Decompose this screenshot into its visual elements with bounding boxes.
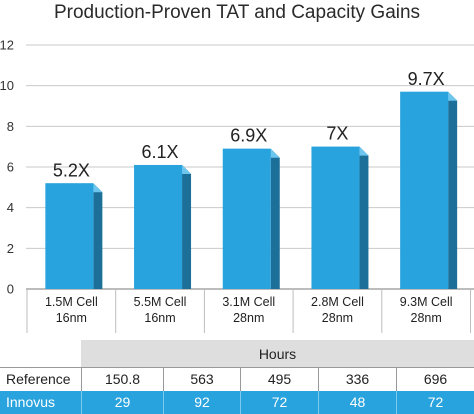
y-tick-label: 4: [7, 200, 14, 215]
category-label: 9.3M Cell: [400, 295, 453, 309]
category-label: 16nm: [144, 311, 175, 325]
chart-title: Production-Proven TAT and Capacity Gains: [53, 2, 421, 23]
bar-chart: 0 2 4 6 8 10 12 5.2X 6.1X 6.9X 7X 9.7X 1.5M Cell 16…: [0, 38, 474, 333]
table-cell: 29: [81, 391, 163, 414]
category-label: 1.5M Cell: [45, 295, 98, 309]
y-tick-label: 12: [0, 38, 14, 53]
table-cell: 495: [240, 368, 318, 391]
row-label-innovus: Innovus: [6, 394, 56, 410]
y-tick-label: 8: [7, 119, 14, 134]
category-label: 2.8M Cell: [311, 295, 364, 309]
data-label: 7X: [326, 124, 348, 144]
table-header-hours: Hours: [81, 340, 474, 368]
table-cell: 696: [396, 368, 474, 391]
bar-side: [359, 146, 369, 289]
data-label: 5.2X: [53, 160, 90, 180]
data-labels: 5.2X 6.1X 6.9X 7X 9.7X: [53, 69, 445, 180]
bar-side: [448, 91, 458, 290]
bars: [45, 91, 458, 290]
category-label: 5.5M Cell: [134, 295, 187, 309]
bar-side: [270, 148, 280, 289]
y-tick-label: 10: [0, 78, 14, 93]
category-label: 28nm: [411, 311, 442, 325]
category-label: 28nm: [322, 311, 353, 325]
bar: [134, 164, 183, 289]
table-cell: 563: [163, 368, 240, 391]
bar-side: [93, 183, 103, 289]
category-label: 3.1M Cell: [222, 295, 275, 309]
table-row-innovus: Innovus 29 92 72 48 72: [0, 391, 474, 414]
y-tick-label: 6: [7, 160, 14, 175]
bar-side: [182, 164, 192, 289]
category-label: 28nm: [233, 311, 264, 325]
bar: [222, 148, 271, 289]
row-label-reference: Reference: [6, 371, 71, 387]
table-cell: 92: [163, 391, 240, 414]
table-cell: 72: [396, 391, 474, 414]
y-tick-label: 2: [7, 241, 14, 256]
bar: [311, 146, 360, 289]
bar: [45, 183, 94, 289]
table-cell: 150.8: [81, 368, 163, 391]
table-cell: 48: [318, 391, 396, 414]
table-cell: 72: [240, 391, 318, 414]
table-cell: 336: [318, 368, 396, 391]
y-tick-label: 0: [7, 282, 14, 297]
bar: [400, 91, 449, 290]
category-label: 16nm: [56, 311, 87, 325]
data-label: 6.9X: [230, 126, 267, 146]
table-row-reference: Reference 150.8 563 495 336 696: [0, 367, 474, 391]
data-label: 9.7X: [408, 69, 445, 89]
category-labels: 1.5M Cell 16nm 5.5M Cell 16nm 3.1M Cell 28nm 2…: [45, 295, 453, 325]
data-label: 6.1X: [142, 142, 179, 162]
y-axis: 0 2 4 6 8 10 12: [0, 38, 14, 297]
